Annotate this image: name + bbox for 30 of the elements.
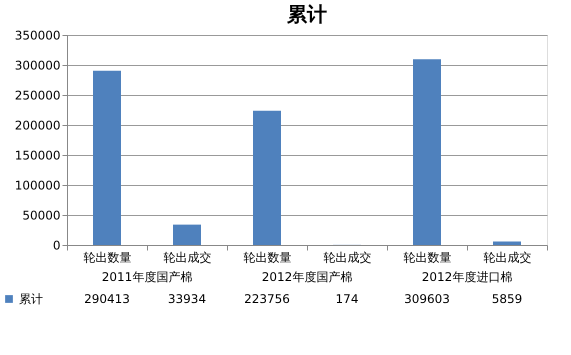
bar (413, 59, 441, 245)
data-label: 5859 (492, 292, 522, 306)
text: 2012年度国产棉 (262, 270, 352, 284)
y-tick-label: 350000 (14, 28, 60, 42)
y-tick-label: 0 (52, 238, 60, 252)
data-label: 33934 (168, 292, 206, 306)
y-tick-label: 50000 (22, 208, 60, 222)
data-label: 223756 (244, 292, 290, 306)
y-tick-label: 200000 (14, 118, 60, 132)
bar (253, 110, 281, 245)
x-tick-label: 轮出数量 (244, 250, 292, 264)
bar (93, 70, 121, 245)
x-tick-label: 轮出成交 (324, 250, 372, 264)
chart-title: 累计 (286, 2, 327, 26)
x-tick-label: 轮出数量 (84, 250, 132, 264)
data-label: 309603 (404, 292, 450, 306)
y-tick-label: 150000 (14, 148, 60, 162)
y-tick-label: 300000 (14, 58, 60, 72)
x-tick-label: 轮出数量 (404, 250, 452, 264)
text: 2012年度进口棉 (422, 270, 512, 284)
x-tick-label: 轮出成交 (164, 250, 212, 264)
y-tick-label: 250000 (14, 88, 60, 102)
data-label: 174 (336, 292, 358, 306)
bar (493, 241, 521, 245)
y-tick-label: 100000 (14, 178, 60, 192)
text: 2011年度国产棉 (102, 270, 192, 284)
legend-label: 累计 (19, 292, 43, 306)
x-tick-label: 轮出成交 (484, 250, 532, 264)
data-label: 290413 (84, 292, 130, 306)
bar (173, 224, 201, 245)
